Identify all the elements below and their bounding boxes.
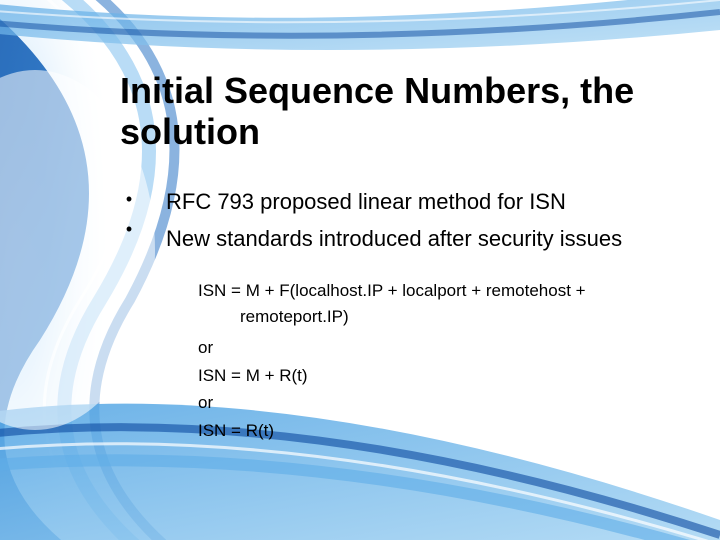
slide-title: Initial Sequence Numbers, the solution [120, 70, 660, 153]
bullet-marker: • [120, 187, 138, 211]
bullet-markers: • • [120, 187, 138, 256]
formula-line: ISN = M + R(t) [198, 363, 660, 389]
bullet-list: • • RFC 793 proposed linear method for I… [120, 187, 660, 256]
formula-block: ISN = M + F(localhost.IP + localport + r… [198, 278, 660, 443]
formula-line-cont: remoteport.IP) [198, 304, 660, 330]
formula-or: or [198, 335, 660, 361]
bullet-texts: RFC 793 proposed linear method for ISN N… [166, 187, 660, 256]
formula-or: or [198, 390, 660, 416]
formula-line: ISN = M + F(localhost.IP + localport + r… [198, 278, 660, 304]
bullet-item: New standards introduced after security … [166, 224, 660, 254]
bullet-item: RFC 793 proposed linear method for ISN [166, 187, 660, 217]
bullet-marker: • [120, 217, 138, 241]
formula-line: ISN = R(t) [198, 418, 660, 444]
slide-content: Initial Sequence Numbers, the solution •… [0, 0, 720, 540]
